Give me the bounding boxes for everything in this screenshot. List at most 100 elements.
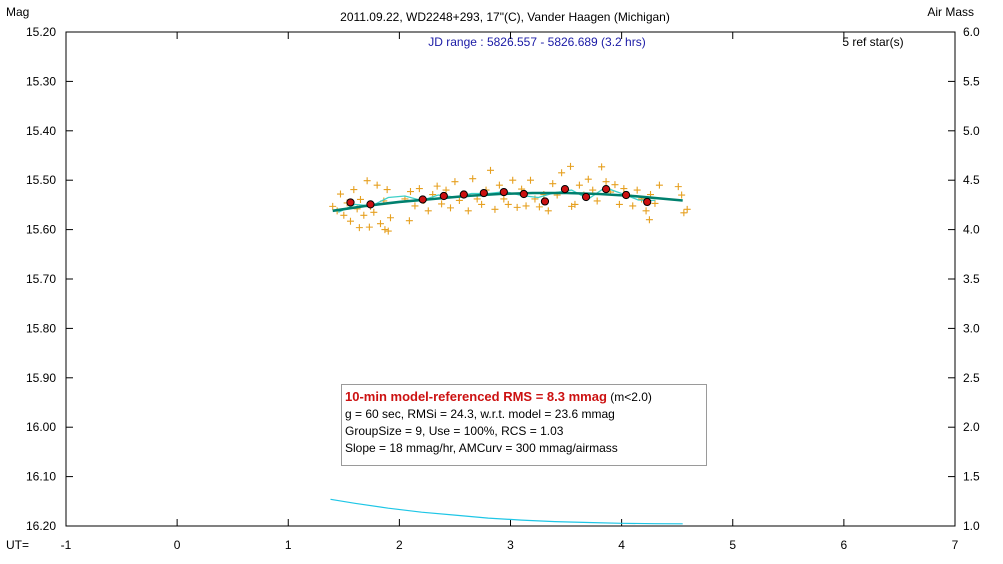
group-mean-point [621, 190, 631, 200]
raw-point [356, 195, 364, 203]
x-tick-label: 3 [507, 538, 514, 552]
airmass-line [330, 498, 683, 525]
y-left-tick-label: 15.90 [26, 371, 56, 385]
raw-point [513, 203, 521, 211]
raw-point [381, 226, 389, 234]
raw-point [433, 182, 441, 190]
left-axis-title: Mag [6, 5, 29, 19]
raw-point [415, 185, 423, 193]
raw-point [500, 195, 508, 203]
raw-point [383, 186, 391, 194]
raw-point [473, 195, 481, 203]
raw-point [575, 181, 583, 189]
group-mean-point [519, 189, 528, 199]
raw-point [593, 197, 601, 205]
y-left-tick-label: 15.20 [26, 25, 56, 39]
raw-point [336, 190, 344, 198]
raw-point [680, 209, 688, 217]
y-right-tick-label: 1.5 [963, 470, 980, 484]
stats-box: 10-min model-referenced RMS = 8.3 mmag (… [341, 384, 707, 466]
raw-point [615, 200, 623, 208]
y-left-tick-label: 15.50 [26, 173, 56, 187]
model-line [332, 191, 683, 213]
y-right-tick-label: 2.0 [963, 420, 980, 434]
y-left-tick-label: 16.20 [26, 519, 56, 533]
stats-line-2: g = 60 sec, RMSi = 24.3, w.r.t. model = … [345, 407, 615, 421]
x-tick-label: -1 [61, 538, 72, 552]
raw-point [340, 211, 348, 219]
y-left-tick-label: 15.60 [26, 223, 56, 237]
raw-point [411, 202, 419, 210]
y-left-tick-label: 15.30 [26, 74, 56, 88]
x-tick-label: 2 [396, 538, 403, 552]
raw-point [509, 176, 517, 184]
raw-point [451, 178, 459, 186]
raw-point [495, 181, 503, 189]
raw-point [558, 169, 566, 177]
raw-point [365, 223, 373, 231]
raw-point [406, 188, 414, 196]
stats-headline: 10-min model-referenced RMS = 8.3 mmag [345, 389, 607, 404]
raw-point [629, 202, 637, 210]
model-series [332, 191, 683, 213]
y-left-tick-label: 15.70 [26, 272, 56, 286]
group-mean-point [479, 188, 488, 198]
stats-line-3: GroupSize = 9, Use = 100%, RCS = 1.03 [345, 424, 564, 438]
raw-point [424, 207, 432, 215]
group-mean-point [601, 184, 611, 194]
x-tick-label: 6 [841, 538, 848, 552]
chart-title: 2011.09.22, WD2248+293, 17"(C), Vander H… [340, 10, 670, 24]
raw-point [602, 178, 610, 186]
x-tick-label: 7 [952, 538, 959, 552]
raw-point [438, 200, 446, 208]
raw-point [442, 186, 450, 194]
right-axis-title: Air Mass [927, 5, 974, 19]
raw-point [478, 200, 486, 208]
group-mean-point [366, 200, 375, 209]
raw-point [568, 202, 576, 210]
raw-point [549, 180, 557, 188]
raw-point [363, 177, 371, 185]
y-left-tick-label: 16.00 [26, 420, 56, 434]
group-mean-point [439, 191, 448, 201]
raw-point [598, 163, 606, 171]
raw-point [446, 204, 454, 212]
raw-point [370, 208, 378, 216]
group-mean-point [418, 195, 427, 204]
raw-point [611, 181, 619, 189]
y-right-tick-label: 4.0 [963, 223, 980, 237]
raw-point [360, 211, 368, 219]
y-right-tick-label: 1.0 [963, 519, 980, 533]
raw-point [645, 216, 653, 224]
raw-point [350, 186, 358, 194]
raw-point [678, 191, 686, 199]
y-left-tick-label: 15.40 [26, 124, 56, 138]
raw-point [655, 181, 663, 189]
raw-point [376, 220, 384, 228]
raw-point [464, 207, 472, 215]
raw-point [522, 202, 530, 210]
airmass-series [330, 498, 683, 525]
y-right-tick-label: 5.5 [963, 74, 980, 88]
group-mean-point [581, 192, 591, 202]
group-mean-point [540, 197, 550, 206]
group-mean-point [346, 198, 355, 207]
group-mean-point [459, 190, 468, 199]
raw-point [589, 186, 597, 194]
raw-point [544, 207, 552, 215]
x-tick-label: 5 [729, 538, 736, 552]
y-right-tick-label: 3.0 [963, 321, 980, 335]
raw-point [683, 205, 691, 213]
stats-headline-suffix: (m<2.0) [610, 390, 652, 404]
raw-point [384, 227, 392, 235]
jd-range-label: JD range : 5826.557 - 5826.689 (3.2 hrs) [428, 35, 645, 49]
raw-point [584, 175, 592, 183]
raw-point [642, 207, 650, 215]
raw-point [567, 162, 575, 170]
x-tick-label: 1 [285, 538, 292, 552]
group-means-series [346, 184, 652, 209]
raw-point [535, 203, 543, 211]
raw-point [469, 175, 477, 183]
ref-stars-label: 5 ref star(s) [842, 35, 903, 49]
